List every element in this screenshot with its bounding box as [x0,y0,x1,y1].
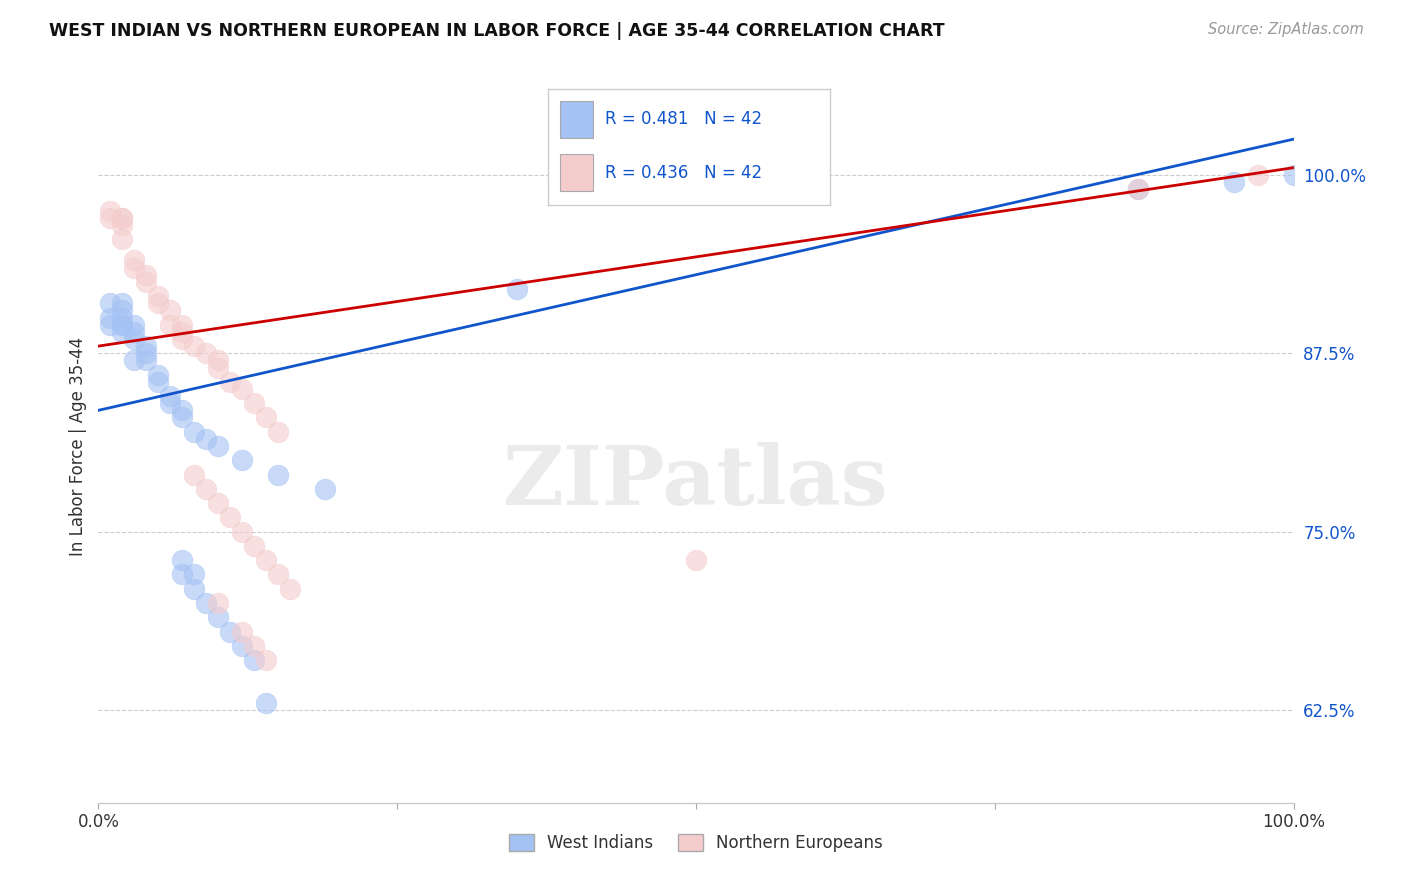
Point [111,296,134,310]
Point [267,467,290,482]
Point [207,360,229,375]
Point [124,318,146,332]
Point [111,318,134,332]
Point [195,596,218,610]
Point [231,382,253,396]
Point [98,318,122,332]
Point [172,325,194,339]
Point [243,639,266,653]
Point [172,403,194,417]
Point [231,639,253,653]
Point [124,253,146,268]
Point [267,425,290,439]
Point [254,410,277,425]
Point [506,282,529,296]
Point [219,375,242,389]
Point [267,567,290,582]
Point [135,353,157,368]
Point [207,439,229,453]
Point [1223,175,1246,189]
Text: Source: ZipAtlas.com: Source: ZipAtlas.com [1208,22,1364,37]
Point [231,524,253,539]
Point [111,310,134,325]
Point [159,396,181,410]
Point [183,582,205,596]
Point [135,339,157,353]
Point [111,303,134,318]
FancyBboxPatch shape [560,154,593,191]
Point [685,553,707,567]
Point [98,211,122,225]
Point [148,289,170,303]
Point [243,539,266,553]
Text: R = 0.436   N = 42: R = 0.436 N = 42 [605,164,762,182]
Point [172,332,194,346]
Point [172,553,194,567]
Point [111,232,134,246]
Point [207,353,229,368]
FancyBboxPatch shape [560,101,593,138]
Point [1282,168,1305,182]
Point [195,482,218,496]
Point [159,303,181,318]
Point [219,624,242,639]
Point [254,553,277,567]
Point [98,203,122,218]
Point [159,389,181,403]
Point [1128,182,1150,196]
Point [135,346,157,360]
Point [172,567,194,582]
Point [315,482,337,496]
Point [195,346,218,360]
Point [207,610,229,624]
Legend: West Indians, Northern Europeans: West Indians, Northern Europeans [502,827,890,859]
Point [219,510,242,524]
Point [172,318,194,332]
Point [183,425,205,439]
Y-axis label: In Labor Force | Age 35-44: In Labor Force | Age 35-44 [69,336,87,556]
Point [243,396,266,410]
Point [172,410,194,425]
Point [254,696,277,710]
Point [124,260,146,275]
Point [1128,182,1150,196]
Point [111,325,134,339]
Point [159,318,181,332]
Point [111,211,134,225]
Point [231,453,253,467]
Point [124,325,146,339]
Point [195,432,218,446]
Point [183,467,205,482]
Point [148,368,170,382]
Point [183,339,205,353]
Point [207,496,229,510]
Text: R = 0.481   N = 42: R = 0.481 N = 42 [605,111,762,128]
Point [135,275,157,289]
Text: WEST INDIAN VS NORTHERN EUROPEAN IN LABOR FORCE | AGE 35-44 CORRELATION CHART: WEST INDIAN VS NORTHERN EUROPEAN IN LABO… [49,22,945,40]
Point [98,296,122,310]
Point [243,653,266,667]
Point [148,296,170,310]
Point [278,582,301,596]
Point [231,624,253,639]
Point [124,332,146,346]
Point [111,318,134,332]
Point [183,567,205,582]
Point [148,375,170,389]
Point [254,653,277,667]
Point [111,211,134,225]
Point [124,353,146,368]
Text: ZIPatlas: ZIPatlas [503,442,889,522]
Point [98,310,122,325]
Point [111,218,134,232]
Point [1247,168,1270,182]
Point [207,596,229,610]
Point [135,268,157,282]
